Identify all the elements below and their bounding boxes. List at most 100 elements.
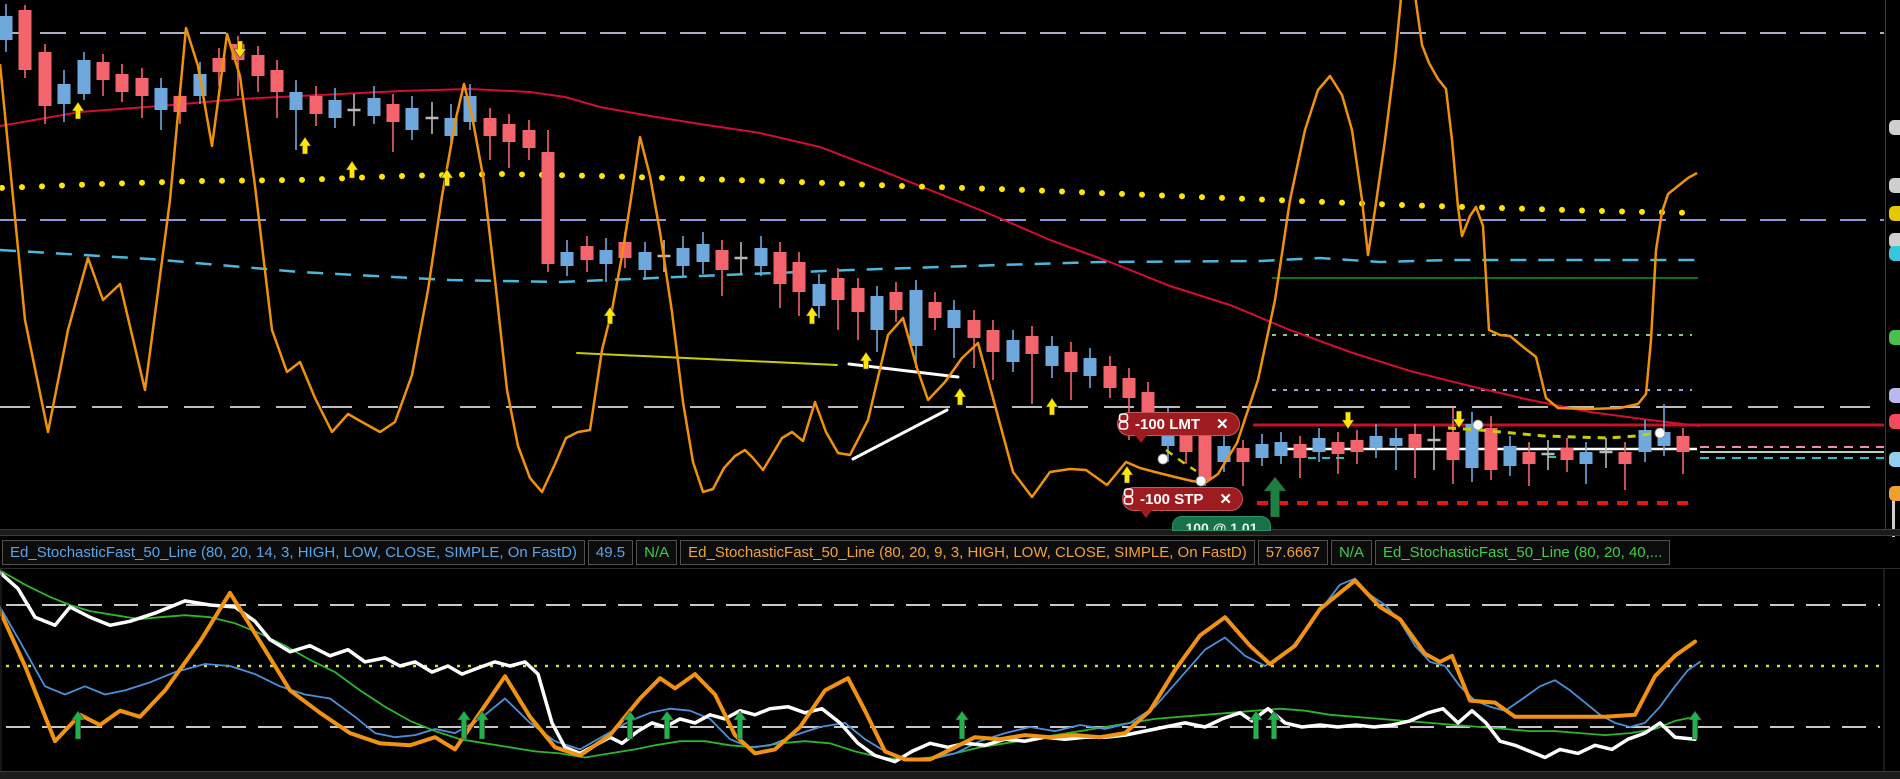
yellow-dotted-line-dot bbox=[779, 178, 785, 185]
candle-body bbox=[1198, 430, 1212, 480]
candle-body bbox=[251, 55, 265, 76]
yellow-dotted-line-dot bbox=[119, 180, 125, 187]
stochastic-panel[interactable] bbox=[0, 568, 1900, 772]
yellow-dotted-line-dot bbox=[1059, 188, 1065, 195]
trend-line bbox=[851, 408, 949, 461]
yellow-dotted-line-dot bbox=[0, 184, 5, 191]
trend-line bbox=[576, 352, 838, 366]
fill-price-bubble[interactable]: 100 @ 1.01 bbox=[1172, 516, 1271, 531]
yellow-dotted-line-dot bbox=[139, 179, 145, 186]
candle-body bbox=[1217, 446, 1231, 462]
yellow-dotted-line-dot bbox=[1539, 206, 1545, 213]
candle-body bbox=[1676, 436, 1690, 452]
stoch-buy-arrow-icon bbox=[954, 710, 970, 740]
candle-body bbox=[38, 52, 52, 106]
candle-body bbox=[405, 108, 419, 130]
yellow-dotted-line-dot bbox=[1339, 199, 1345, 206]
candle-body bbox=[928, 302, 942, 318]
panel-divider[interactable] bbox=[0, 529, 1900, 536]
fill-price-label: 100 @ 1.01 bbox=[1185, 520, 1258, 531]
yellow-dotted-line-dot bbox=[1179, 193, 1185, 200]
yellow-dotted-line-dot bbox=[1139, 191, 1145, 198]
yellow-dotted-line-dot bbox=[1299, 198, 1305, 205]
candle-body bbox=[1331, 442, 1345, 454]
candle-body bbox=[812, 284, 826, 306]
candle-body bbox=[696, 244, 710, 262]
yellow-dotted-line-dot bbox=[859, 181, 865, 188]
limit-order-bubble[interactable]: -100 LMT ✕ bbox=[1117, 412, 1240, 443]
yellow-dotted-line-dot bbox=[299, 176, 305, 183]
candle-body bbox=[1064, 352, 1078, 372]
candle-body bbox=[1103, 366, 1117, 388]
candle-body bbox=[1389, 438, 1403, 446]
yellow-dotted-line-dot bbox=[879, 182, 885, 189]
right-scroll-handle[interactable] bbox=[1892, 500, 1895, 548]
yellow-dotted-line-dot bbox=[959, 184, 965, 191]
yellow-dotted-line-dot bbox=[199, 177, 205, 184]
candle-body bbox=[1274, 442, 1288, 456]
candle-body bbox=[328, 100, 342, 118]
yellow-dotted-line-dot bbox=[599, 173, 605, 180]
yellow-dotted-line-dot bbox=[1499, 205, 1505, 212]
candle-body bbox=[1522, 452, 1536, 464]
candle-body bbox=[1236, 448, 1250, 462]
bottom-divider[interactable] bbox=[0, 771, 1900, 779]
yellow-dotted-line-dot bbox=[1319, 198, 1325, 205]
candle-body bbox=[1465, 424, 1479, 468]
stoch-buy-arrow-icon bbox=[1248, 710, 1264, 740]
price-axis-label-tag bbox=[1889, 178, 1900, 193]
candle-body bbox=[986, 330, 1000, 352]
yellow-dotted-line-dot bbox=[939, 184, 945, 191]
price-axis-label-tag bbox=[1889, 388, 1900, 403]
candle-body bbox=[1122, 378, 1136, 398]
yellow-dotted-line-dot bbox=[19, 184, 25, 191]
candle-body bbox=[367, 98, 381, 116]
yellow-dotted-line-dot bbox=[1379, 201, 1385, 208]
indicator-2-name[interactable]: Ed_StochasticFast_50_Line (80, 20, 9, 3,… bbox=[680, 540, 1255, 565]
yellow-dotted-line-dot bbox=[1259, 196, 1265, 203]
stoch-buy-arrow-icon bbox=[659, 710, 675, 740]
stoch-buy-arrow-icon bbox=[1687, 710, 1703, 740]
indicator-1-name[interactable]: Ed_StochasticFast_50_Line (80, 20, 14, 3… bbox=[2, 540, 585, 565]
stoch-buy-arrow-icon bbox=[732, 710, 748, 740]
stop-order-bubble[interactable]: -100 STP ✕ bbox=[1122, 487, 1243, 518]
price-axis-label-tag bbox=[1889, 233, 1900, 248]
close-icon[interactable]: ✕ bbox=[1216, 416, 1229, 433]
yellow-dotted-line-dot bbox=[499, 171, 505, 178]
yellow-dotted-line-dot bbox=[1019, 186, 1025, 193]
buy-signal-arrow-icon bbox=[345, 160, 359, 179]
yellow-dotted-line-dot bbox=[1079, 189, 1085, 196]
yellow-dotted-line-dot bbox=[1039, 187, 1045, 194]
cyan-dashed-ma-line bbox=[0, 248, 1697, 284]
yellow-dashed-curve bbox=[1447, 426, 1657, 440]
indicator-3-name[interactable]: Ed_StochasticFast_50_Line (80, 20, 40,..… bbox=[1374, 540, 1671, 565]
candle-body bbox=[851, 288, 865, 312]
red-ma-line bbox=[0, 87, 1701, 427]
yellow-dotted-line-dot bbox=[1459, 203, 1465, 210]
stochastic-canvas[interactable] bbox=[0, 569, 1900, 772]
candle-body bbox=[1006, 340, 1020, 362]
candle-body bbox=[77, 60, 91, 94]
yellow-dashed-curve bbox=[1165, 448, 1197, 473]
yellow-dotted-line-dot bbox=[319, 176, 325, 183]
yellow-dotted-line-dot bbox=[619, 173, 625, 180]
price-axis-label-tag bbox=[1889, 414, 1900, 429]
yellow-dotted-line-dot bbox=[219, 177, 225, 184]
sell-signal-arrow-icon bbox=[1452, 410, 1466, 429]
main-chart-canvas[interactable] bbox=[0, 0, 1900, 529]
yellow-dotted-line-dot bbox=[999, 186, 1005, 193]
yellow-dotted-line-dot bbox=[239, 177, 245, 184]
yellow-dotted-line-dot bbox=[1239, 195, 1245, 202]
buy-signal-arrow-icon bbox=[859, 351, 873, 370]
yellow-dotted-line-dot bbox=[339, 175, 345, 182]
yellow-dotted-line-dot bbox=[79, 181, 85, 188]
candle-body bbox=[270, 70, 284, 92]
yellow-dotted-line-dot bbox=[1399, 202, 1405, 209]
candle-body bbox=[502, 124, 516, 142]
yellow-dotted-line-dot bbox=[699, 176, 705, 183]
price-axis-label-tag bbox=[1889, 486, 1900, 501]
main-price-chart[interactable]: -100 LMT ✕ -100 STP ✕ 100 @ 1.01 bbox=[0, 0, 1900, 548]
price-axis-label-tag bbox=[1889, 452, 1900, 467]
close-icon[interactable]: ✕ bbox=[1219, 491, 1232, 508]
indicator-2-value: 57.6667 bbox=[1257, 540, 1328, 565]
